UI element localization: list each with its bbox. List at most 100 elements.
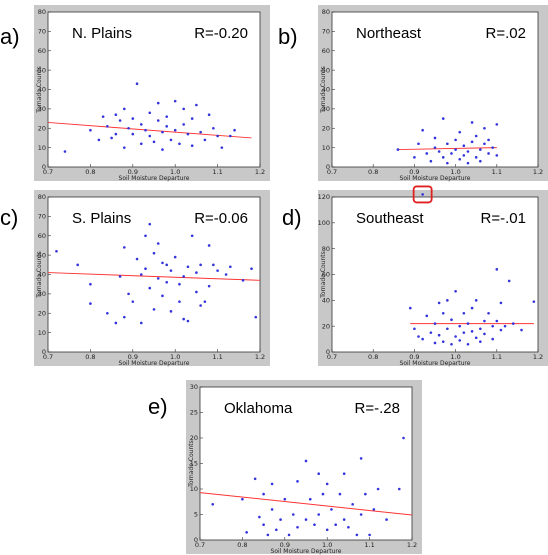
data-point [195, 271, 198, 274]
data-point [165, 125, 169, 128]
y-tick-label: 5 [194, 511, 198, 519]
data-point [152, 251, 156, 255]
regression-line [199, 492, 413, 516]
regression-line [47, 272, 261, 281]
data-point [408, 306, 412, 310]
data-point [487, 311, 490, 315]
data-point [199, 263, 202, 267]
x-tick-label: 1.0 [170, 168, 180, 176]
data-point [182, 123, 185, 126]
data-point [275, 528, 278, 532]
data-point [123, 107, 126, 111]
data-point [139, 321, 143, 325]
y-tick-label: 10 [38, 144, 46, 152]
x-tick-label: 0.9 [280, 541, 290, 549]
data-point [63, 150, 67, 153]
x-tick-label: 0.8 [237, 541, 247, 549]
data-point [351, 503, 354, 506]
data-point [76, 263, 79, 267]
data-point [173, 255, 177, 259]
data-point [148, 286, 152, 290]
y-axis-label: Tornado Counts [320, 66, 327, 114]
regression-line [397, 147, 497, 151]
x-axis-label: Soil Moisture Departure [119, 360, 190, 367]
plot-area [199, 386, 413, 541]
data-point [212, 126, 215, 130]
y-axis-label: Tornado Counts [36, 251, 43, 299]
chart-svg: 0.7 0.8 0.9 1.0 1.1 1.2 0 10 20 30 40 50 60 70 80 Soil … [36, 8, 265, 182]
x-tick-label: 0.7 [195, 541, 205, 549]
data-point [101, 115, 105, 118]
data-point [135, 82, 139, 85]
data-point [178, 282, 181, 286]
x-tick-label: 1.2 [533, 353, 543, 361]
panel-title: S. Plains [72, 210, 131, 227]
data-point [454, 335, 457, 338]
data-point [262, 523, 265, 526]
data-point [161, 294, 164, 298]
x-tick-label: 0.8 [85, 168, 95, 176]
y-tick-label: 15 [190, 460, 198, 468]
y-axis-label: Tornado Counts [36, 66, 43, 114]
y-tick-label: 80 [38, 8, 46, 16]
data-point [458, 157, 462, 161]
data-point [466, 342, 470, 346]
x-tick-label: 1.0 [450, 168, 460, 176]
data-point [487, 138, 490, 142]
data-point [220, 146, 224, 149]
y-tick-label: 10 [322, 144, 330, 152]
data-point [304, 459, 308, 463]
data-point [470, 121, 474, 124]
x-tick-label: 0.8 [85, 353, 95, 361]
data-point [462, 154, 466, 157]
panel-title: Oklahoma [224, 400, 293, 417]
data-point [144, 128, 147, 132]
x-tick-label: 0.9 [409, 168, 419, 176]
data-point [458, 324, 462, 328]
data-point [216, 269, 219, 272]
data-point [262, 492, 265, 496]
data-point [148, 111, 152, 115]
data-point [233, 128, 236, 132]
data-point [173, 128, 177, 132]
chart-svg: 0.7 0.8 0.9 1.0 1.1 1.2 0 5 10 15 20 25 30 Soil Moist… [188, 383, 417, 555]
data-point [470, 306, 474, 310]
y-tick-label: 20 [38, 124, 46, 132]
data-point [110, 136, 113, 140]
data-point [338, 492, 342, 496]
data-point [342, 472, 346, 475]
data-point [376, 487, 380, 491]
data-point [507, 279, 511, 283]
data-point [190, 144, 194, 147]
x-tick-label: 1.0 [170, 353, 180, 361]
data-point [495, 268, 499, 271]
data-point [437, 301, 441, 305]
x-tick-label: 0.9 [128, 168, 138, 176]
data-point [511, 322, 515, 325]
data-point [446, 299, 449, 302]
data-point [152, 308, 156, 311]
y-tick-label: 30 [190, 383, 198, 391]
data-point [186, 132, 190, 136]
plot-area [47, 196, 261, 353]
data-point [203, 300, 207, 303]
chart-svg: 0.7 0.8 0.9 1.0 1.1 1.2 0 20 40 60 80 100 120 Soil Mo… [318, 185, 543, 367]
y-tick-label: 10 [38, 329, 46, 337]
data-point [466, 150, 470, 153]
data-point [173, 99, 177, 103]
data-point [342, 518, 346, 521]
data-point [135, 257, 139, 261]
data-point [216, 134, 219, 138]
y-tick-label: 50 [38, 251, 46, 259]
x-tick-label: 0.7 [327, 168, 337, 176]
panel-letter-c: c) [0, 205, 19, 230]
data-point [296, 480, 299, 483]
data-point [487, 152, 490, 155]
y-tick-label: 60 [322, 47, 330, 55]
data-point [417, 142, 420, 146]
y-tick-label: 70 [38, 213, 46, 221]
data-point [266, 533, 270, 537]
data-point [317, 513, 321, 516]
data-point [413, 156, 416, 159]
x-axis-label: Soil Moisture Departure [271, 548, 342, 555]
